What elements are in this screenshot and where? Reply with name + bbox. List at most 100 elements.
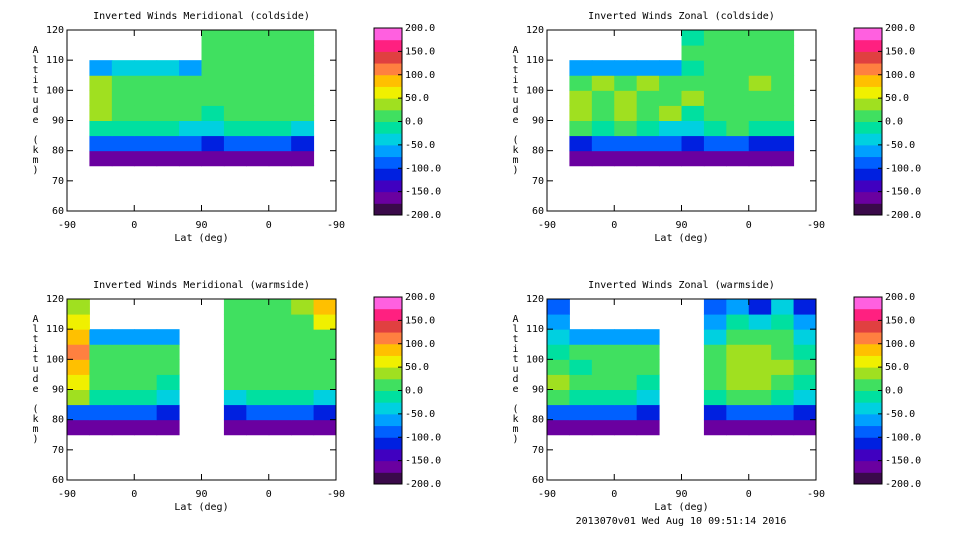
- cell: [111, 150, 135, 167]
- cell: [793, 374, 817, 390]
- x-tick-label: 0: [611, 489, 617, 500]
- cell: [681, 120, 705, 137]
- x-tick-label: 0: [266, 220, 272, 231]
- cell: [201, 150, 225, 167]
- cell: [703, 389, 727, 406]
- cell: [793, 404, 817, 421]
- cell: [703, 419, 727, 436]
- cell: [726, 75, 750, 91]
- cell: [569, 374, 593, 390]
- cell: [636, 404, 660, 421]
- colorbar-swatch: [374, 437, 402, 450]
- cell: [659, 120, 682, 137]
- cell: [246, 419, 270, 436]
- y-tick-label: 120: [46, 294, 64, 305]
- colorbar-swatch: [374, 191, 402, 204]
- cell: [291, 359, 315, 375]
- cell: [547, 314, 570, 330]
- y-tick-label: 80: [52, 146, 64, 157]
- cell: [726, 120, 750, 137]
- cell: [268, 329, 292, 345]
- cell: [179, 135, 202, 152]
- colorbar-swatch: [854, 308, 882, 321]
- colorbar-tick-label: -150.0: [405, 456, 441, 467]
- colorbar-swatch: [854, 51, 882, 64]
- colorbar-swatch: [374, 86, 402, 99]
- colorbar-swatch: [374, 74, 402, 87]
- colorbar-tick-label: -100.0: [885, 163, 921, 174]
- cell: [793, 329, 817, 345]
- cell: [156, 329, 180, 345]
- cell: [591, 389, 615, 406]
- cell: [659, 105, 682, 121]
- cell: [636, 389, 660, 406]
- cell: [134, 120, 158, 137]
- cell: [246, 314, 270, 330]
- cell: [201, 105, 225, 121]
- y-axis-label: Altitude (km): [510, 45, 521, 175]
- cell: [771, 419, 795, 436]
- cell: [223, 120, 247, 137]
- cell: [111, 329, 135, 345]
- cell: [793, 389, 817, 406]
- cell: [726, 344, 750, 360]
- cell: [111, 75, 135, 91]
- colorbar-tick-label: -50.0: [885, 140, 915, 151]
- colorbar-swatch: [854, 121, 882, 134]
- x-tick-label: 0: [131, 220, 137, 231]
- cell: [291, 90, 315, 106]
- y-tick-label: 80: [532, 146, 544, 157]
- cell: [636, 344, 660, 360]
- colorbar-swatch: [854, 472, 882, 485]
- cell: [67, 389, 90, 406]
- cell: [591, 374, 615, 390]
- cell: [246, 75, 270, 91]
- colorbar-swatch: [374, 378, 402, 391]
- colorbar-swatch: [854, 86, 882, 99]
- cell: [748, 90, 772, 106]
- cell: [223, 90, 247, 106]
- cell: [748, 60, 772, 76]
- cell: [291, 150, 315, 167]
- cell: [636, 359, 660, 375]
- cell: [246, 344, 270, 360]
- x-tick-label: -90: [58, 489, 76, 500]
- cell: [89, 419, 113, 436]
- cell: [156, 150, 180, 167]
- cell: [134, 105, 158, 121]
- cell: [636, 329, 660, 345]
- colorbar-tick-label: -200.0: [885, 479, 921, 490]
- colorbar-tick-label: 150.0: [405, 46, 435, 57]
- cell: [223, 359, 247, 375]
- cell: [793, 419, 817, 436]
- cell: [179, 75, 202, 91]
- cell: [111, 344, 135, 360]
- cell: [291, 135, 315, 152]
- cell: [681, 90, 705, 106]
- y-tick-label: 90: [532, 116, 544, 127]
- cell: [134, 389, 158, 406]
- cell: [291, 314, 315, 330]
- colorbar-tick-label: 100.0: [405, 339, 435, 350]
- cell: [748, 344, 772, 360]
- x-tick-label: 90: [675, 220, 687, 231]
- cell: [614, 374, 638, 390]
- x-tick-label: 90: [675, 489, 687, 500]
- cell: [268, 419, 292, 436]
- cell: [134, 75, 158, 91]
- cell: [748, 135, 772, 152]
- colorbar-swatch: [854, 378, 882, 391]
- cell: [748, 329, 772, 345]
- cell: [748, 404, 772, 421]
- cell: [246, 120, 270, 137]
- colorbar-swatch: [374, 425, 402, 438]
- colorbar-swatch: [374, 156, 402, 169]
- cell: [268, 359, 292, 375]
- cell: [771, 60, 795, 76]
- cell: [703, 75, 727, 91]
- cell: [134, 359, 158, 375]
- cell: [89, 359, 113, 375]
- cell: [771, 314, 795, 330]
- colorbar-swatch: [854, 355, 882, 368]
- cell: [156, 344, 180, 360]
